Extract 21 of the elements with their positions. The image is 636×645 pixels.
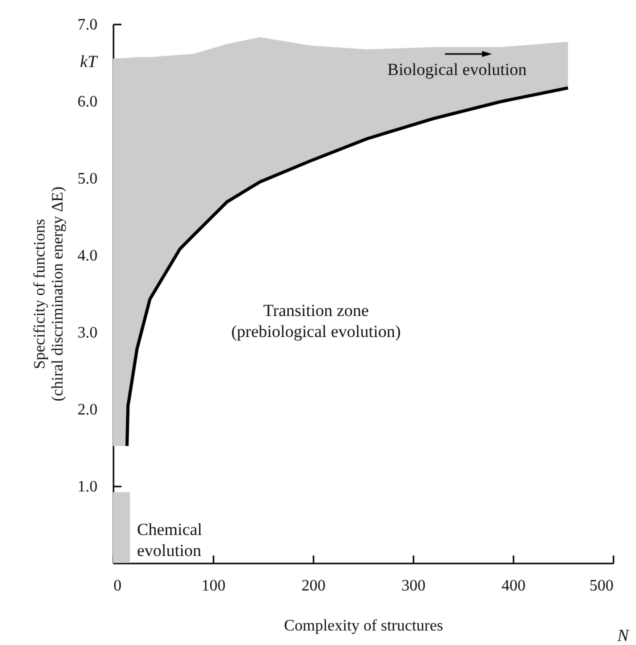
x-axis-title: Complexity of structures xyxy=(284,618,444,634)
annotation: Biological evolution xyxy=(387,60,528,79)
text: N xyxy=(616,626,630,645)
y-tick-label: 6.0 xyxy=(78,94,98,110)
annotation: Transition zone (prebiological evolution) xyxy=(231,301,401,341)
x-tick-label: 500 xyxy=(590,578,614,594)
line-series xyxy=(125,86,570,448)
y-tick-label: 7.0 xyxy=(78,16,98,34)
y-axis-title: Specificity of functions (chiral discrimination energy ΔE) xyxy=(32,186,66,402)
y-tick-label: 5.0 xyxy=(78,170,98,188)
x-tick-label: 200 xyxy=(302,578,326,594)
y-tick-label: 2.0 xyxy=(78,402,98,418)
x-tick-label: 400 xyxy=(502,578,526,594)
x-tick-label: 0 xyxy=(114,578,122,594)
annotation: Chemical evolution xyxy=(137,520,202,560)
x-tick-label: 100 xyxy=(202,578,226,594)
text: kT xyxy=(80,52,99,71)
x-tick-label: 300 xyxy=(402,578,426,594)
y-tick-label: 3.0 xyxy=(78,324,98,342)
y-tick-label: 1.0 xyxy=(78,478,98,496)
y-tick-label: 4.0 xyxy=(78,248,98,264)
